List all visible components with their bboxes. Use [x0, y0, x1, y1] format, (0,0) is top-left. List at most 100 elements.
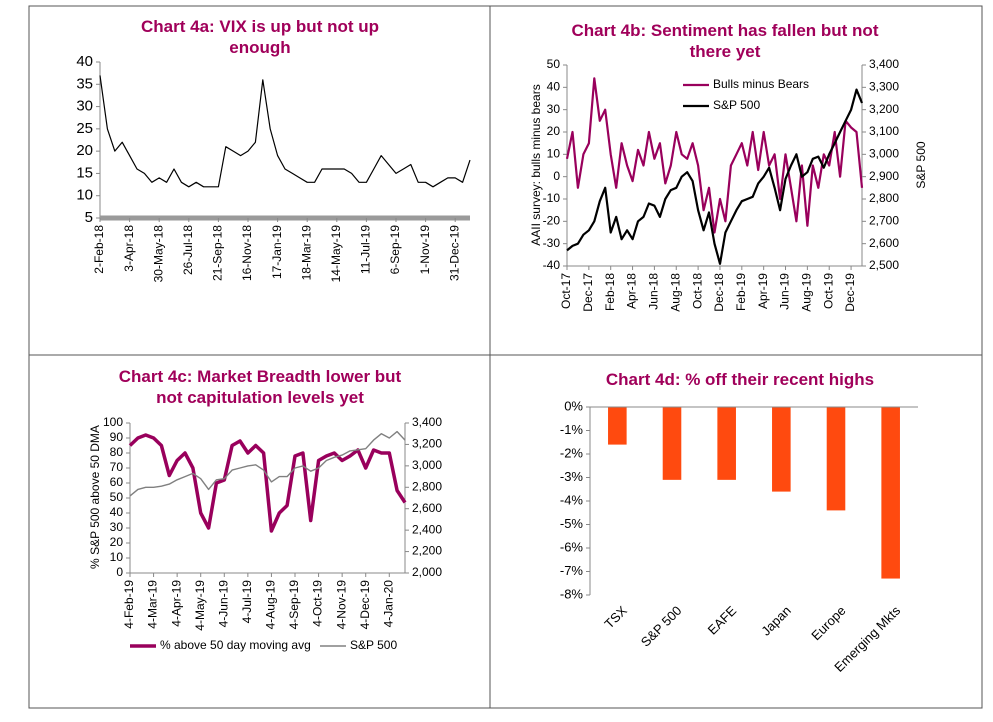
y2-tick-label: 2,000: [412, 565, 442, 579]
y-tick-label: 10: [76, 187, 93, 204]
y-tick-label: 35: [76, 75, 93, 92]
y2-tick-label: 2,900: [869, 169, 899, 183]
y2-tick-label: 3,200: [869, 102, 899, 116]
y-axis-label: AAII survey: bulls minus bears: [529, 84, 543, 245]
y-tick-label: 0%: [564, 398, 583, 413]
x-tick-label: Jun-19: [778, 273, 792, 310]
x-tick-label: Oct-18: [690, 273, 704, 309]
legend-label: S&P 500: [350, 638, 397, 652]
y-tick-label: 25: [76, 120, 93, 137]
y-tick-label: 50: [110, 490, 124, 504]
bar: [881, 407, 900, 579]
bar: [662, 407, 682, 480]
y-tick-label: 60: [110, 475, 124, 489]
x-tick-label: Apr-18: [625, 273, 639, 309]
y-tick-label: -20: [543, 214, 561, 228]
y2-tick-label: 2,200: [412, 544, 442, 558]
y-tick-label: 40: [547, 80, 561, 94]
y-tick-label: 20: [76, 142, 93, 159]
frame: [28, 5, 983, 709]
x-tick-label: 4-Sep-19: [287, 580, 301, 630]
y-tick-label: -40: [543, 258, 561, 272]
chart-title: Chart 4a: VIX is up but not up enough: [141, 17, 379, 57]
y-tick-label: 40: [110, 505, 124, 519]
y-tick-label: -4%: [560, 492, 584, 507]
x-tick-label: 4-May-19: [193, 580, 207, 631]
x-tick-label: 4-Feb-19: [122, 580, 136, 629]
y-tick-label: 30: [547, 102, 561, 116]
y-tick-label: 30: [110, 520, 124, 534]
y-tick-label: 20: [547, 124, 561, 138]
x-tick-label: EAFE: [705, 603, 740, 638]
y2-tick-label: 2,600: [412, 501, 442, 515]
x-tick-label: Oct-19: [821, 273, 835, 309]
y-axis-label: % S&P 500 above 50 DMA: [88, 425, 102, 569]
x-tick-label: Oct-17: [559, 273, 573, 309]
x-tick-label: 4-Nov-19: [334, 580, 348, 630]
y-tick-label: -3%: [560, 469, 584, 484]
x-tick-label: 17-Jan-19: [270, 225, 284, 279]
y-tick-label: 5: [85, 209, 93, 226]
x-tick-label: Apr-19: [756, 273, 770, 309]
x-tick-label: 30-May-18: [151, 225, 165, 283]
y2-tick-label: 2,700: [869, 214, 899, 228]
y-tick-label: -10: [543, 191, 561, 205]
y2-tick-label: 2,600: [869, 236, 899, 250]
y2-tick-label: 2,500: [869, 258, 899, 272]
x-tick-label: 11-Jul-19: [359, 225, 373, 274]
x-tick-label: Europe: [808, 603, 848, 643]
x-tick-label: Dec-19: [843, 273, 857, 312]
x-tick-label: 18-Mar-19: [299, 225, 313, 281]
y-tick-label: 70: [110, 460, 124, 474]
x-tick-label: 4-Aug-19: [264, 580, 278, 630]
y-tick-label: -8%: [560, 586, 584, 601]
x-tick-label: 2-Feb-18: [92, 225, 106, 274]
y2-tick-label: 2,800: [869, 191, 899, 205]
y-tick-label: 0: [116, 565, 123, 579]
y-tick-label: 30: [76, 98, 93, 115]
bar: [772, 407, 791, 492]
y2-tick-label: 2,800: [412, 479, 442, 493]
x-tick-label: Aug-18: [668, 273, 682, 312]
y-tick-label: 90: [110, 430, 124, 444]
x-tick-label: 16-Nov-18: [240, 225, 254, 281]
y2-tick-label: 3,400: [412, 415, 442, 429]
x-tick-label: 4-Mar-19: [146, 580, 160, 629]
y-tick-label: 20: [110, 535, 124, 549]
y2-tick-label: 3,000: [412, 458, 442, 472]
x-tick-label: Dec-18: [712, 273, 726, 312]
chart-title: Chart 4b: Sentiment has fallen but not t…: [571, 21, 879, 61]
legend-label: Bulls minus Bears: [713, 77, 809, 91]
x-tick-label: Jun-18: [647, 273, 661, 310]
x-tick-label: Aug-19: [800, 273, 814, 312]
y-tick-label: -6%: [560, 539, 584, 554]
y-tick-label: 50: [547, 57, 561, 71]
x-tick-label: Japan: [758, 603, 794, 639]
y2-tick-label: 3,200: [412, 437, 442, 451]
y2-tick-label: 3,300: [869, 80, 899, 94]
legend-label: S&P 500: [713, 98, 760, 112]
x-tick-label: Feb-19: [734, 273, 748, 311]
y-tick-label: 10: [110, 550, 124, 564]
x-tick-label: 3-Apr-18: [122, 225, 136, 272]
y2-tick-label: 3,100: [869, 124, 899, 138]
y-tick-label: -7%: [560, 563, 584, 578]
x-tick-label: 21-Sep-18: [211, 225, 225, 281]
bar: [608, 407, 627, 445]
series-line: [565, 77, 864, 234]
y-tick-label: 10: [547, 147, 561, 161]
y-tick-label: -30: [543, 236, 561, 250]
x-tick-label: TSX: [601, 603, 630, 632]
series-line: [566, 88, 864, 265]
y2-tick-label: 2,400: [412, 522, 442, 536]
x-tick-label: 4-Apr-19: [169, 580, 183, 627]
y-tick-label: -1%: [560, 422, 584, 437]
x-tick-label: Dec-17: [581, 273, 595, 312]
y-tick-label: -2%: [560, 445, 584, 460]
chart-title: Chart 4c: Market Breadth lower but not c…: [118, 367, 402, 407]
series-line: [128, 433, 407, 533]
x-tick-label: 6-Sep-19: [388, 225, 402, 275]
x-tick-label: 4-Jan-20: [381, 580, 395, 628]
